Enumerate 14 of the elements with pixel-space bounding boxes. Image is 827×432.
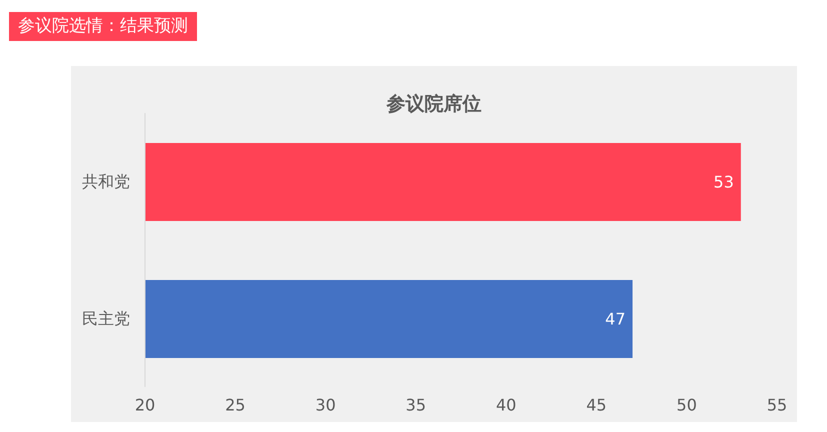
y-tick-label: 民主党 bbox=[82, 309, 130, 328]
y-tick-label: 共和党 bbox=[82, 172, 130, 192]
chart-subtitle: 参议院席位 bbox=[386, 93, 482, 115]
data-label: 53 bbox=[714, 172, 734, 192]
x-tick-label: 55 bbox=[766, 395, 788, 414]
chart-title: 参议院选情：结果预测 bbox=[18, 16, 188, 36]
x-tick-label: 50 bbox=[676, 395, 697, 414]
x-tick-label: 35 bbox=[406, 395, 426, 414]
data-label: 47 bbox=[605, 310, 626, 329]
x-tick-label: 30 bbox=[315, 395, 336, 414]
x-tick-label: 40 bbox=[496, 395, 516, 414]
x-tick-label: 20 bbox=[134, 395, 156, 414]
x-tick-label: 25 bbox=[225, 395, 246, 414]
x-tick-label: 45 bbox=[586, 395, 607, 414]
